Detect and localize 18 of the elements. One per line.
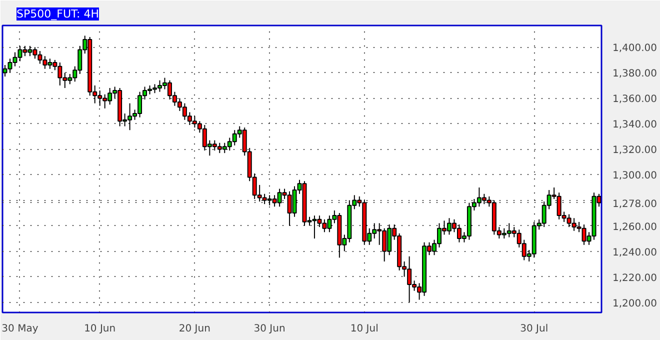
y-tick-label: 1,278.00 (612, 198, 658, 210)
y-tick-label: 1,380.00 (612, 68, 658, 80)
x-tick-label: 30 Jun (254, 324, 286, 334)
y-tick-label: 1,320.00 (612, 145, 658, 156)
y-tick-label: 1,220.00 (612, 272, 658, 284)
y-tick-label: 1,360.00 (612, 94, 658, 106)
x-tick-label: 30 Jul (520, 324, 548, 334)
chart-title: SP500_FUT: 4H (16, 8, 99, 20)
y-tick-label: 1,340.00 (612, 120, 658, 131)
y-tick-label: 1,260.00 (612, 222, 658, 233)
x-tick-label: 10 Jul (350, 324, 378, 334)
x-tick-label: 20 Jun (178, 324, 210, 334)
x-tick-label: 10 Jun (84, 324, 116, 334)
x-tick-label: 30 May (2, 324, 38, 334)
y-tick-label: 1,400.00 (612, 43, 658, 54)
y-tick-label: 1,240.00 (612, 247, 658, 258)
y-tick-label: 1,200.00 (612, 298, 658, 310)
y-tick-label: 1,300.00 (612, 170, 658, 182)
